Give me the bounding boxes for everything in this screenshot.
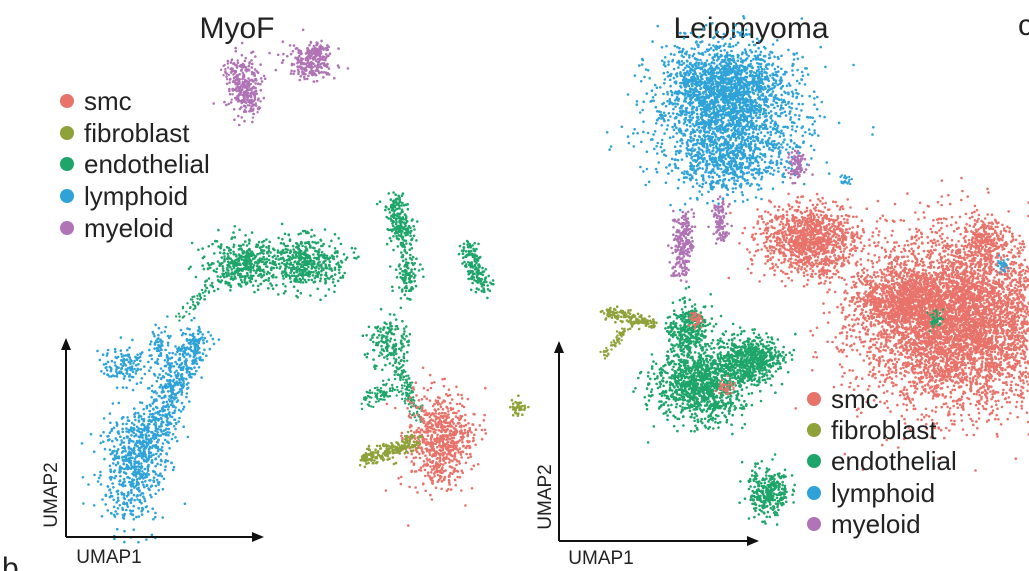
legend-marker-lymphoid	[60, 189, 74, 203]
panel-letter-c: c	[1018, 9, 1029, 42]
cluster-endothelial-link	[174, 283, 214, 322]
cluster-fibroblast	[358, 430, 424, 469]
cluster-endothelial	[187, 225, 292, 294]
cluster-endothelial	[382, 352, 424, 423]
legend-marker-endothelial	[807, 454, 821, 468]
panel-letter-b: b	[2, 552, 19, 571]
cluster-smc	[687, 311, 704, 330]
cluster-myeloid-tail	[219, 58, 262, 119]
cluster-lymphoid	[996, 254, 1010, 274]
legend-marker-myeloid	[807, 517, 821, 531]
axes-leiomyoma: UMAP1 UMAP2	[535, 341, 759, 569]
xlabel-leiomyoma: UMAP1	[568, 548, 633, 569]
legend-marker-fibroblast	[60, 126, 74, 140]
cluster-endothelial	[926, 308, 945, 333]
cluster-myeloid	[784, 149, 814, 185]
cluster-endothelial	[738, 453, 796, 526]
legend-label-fibroblast: fibroblast	[84, 118, 190, 148]
cluster-myeloid	[707, 195, 733, 245]
cluster-fibroblast	[599, 327, 630, 360]
legend-marker-smc	[807, 392, 821, 406]
legend-marker-smc	[60, 94, 74, 108]
cluster-endothelial	[375, 191, 419, 252]
cluster-lymphoid	[146, 315, 174, 390]
title-leiomyoma: Leiomyoma	[673, 12, 828, 45]
panel-myof: MyoF smc fibroblast endothelial lymphoid…	[41, 12, 530, 568]
title-myof: MyoF	[200, 12, 275, 45]
ylabel-leiomyoma: UMAP2	[535, 464, 556, 529]
legend-label-fibroblast: fibroblast	[831, 415, 937, 445]
legend-leiomyoma: smc fibroblast endothelial lymphoid myel…	[807, 384, 957, 539]
cluster-lymphoid	[839, 174, 853, 186]
cluster-smc	[727, 192, 885, 288]
cluster-myeloid	[667, 208, 697, 283]
legend-label-smc: smc	[831, 384, 879, 414]
legend-label-lymphoid: lymphoid	[831, 478, 935, 508]
legend-myof: smc fibroblast endothelial lymphoid myel…	[60, 86, 210, 243]
cluster-smc	[794, 176, 1029, 472]
legend-marker-myeloid	[60, 221, 74, 235]
xlabel-myof: UMAP1	[76, 547, 141, 568]
points-leiomyoma	[599, 14, 1029, 526]
cluster-lymphoid	[96, 336, 152, 390]
points-myof	[80, 28, 530, 544]
legend-marker-endothelial	[60, 157, 74, 171]
cluster-lymphoid	[645, 122, 795, 203]
ylabel-myof: UMAP2	[41, 462, 62, 527]
legend-label-smc: smc	[84, 86, 132, 116]
legend-label-myeloid: myeloid	[84, 213, 174, 243]
legend-marker-lymphoid	[807, 486, 821, 500]
cluster-lymphoid	[153, 316, 221, 404]
cluster-endothelial	[388, 239, 425, 310]
cluster-myeloid	[274, 28, 350, 83]
cluster-endothelial	[457, 239, 495, 300]
cluster-lymphoid	[605, 29, 875, 219]
cluster-endothelial	[236, 222, 360, 302]
legend-label-myeloid: myeloid	[831, 509, 921, 539]
cluster-endothelial	[360, 382, 404, 411]
cluster-endothelial	[361, 307, 412, 382]
cluster-smc	[714, 374, 736, 395]
cluster-smc	[828, 254, 981, 352]
legend-marker-fibroblast	[807, 423, 821, 437]
cluster-myeloid	[306, 39, 331, 58]
legend-label-endothelial: endothelial	[831, 446, 957, 476]
cluster-endothelial	[664, 285, 723, 382]
panel-leiomyoma: Leiomyoma smc fibroblast endothelial lym…	[535, 12, 1029, 569]
axes-myof: UMAP1 UMAP2	[41, 338, 264, 568]
legend-label-endothelial: endothelial	[84, 149, 210, 179]
cluster-lymphoid	[80, 386, 187, 544]
cluster-fibroblast	[599, 305, 658, 331]
cluster-endothelial	[694, 322, 797, 405]
cluster-fibroblast	[509, 394, 530, 418]
legend-label-lymphoid: lymphoid	[84, 181, 188, 211]
